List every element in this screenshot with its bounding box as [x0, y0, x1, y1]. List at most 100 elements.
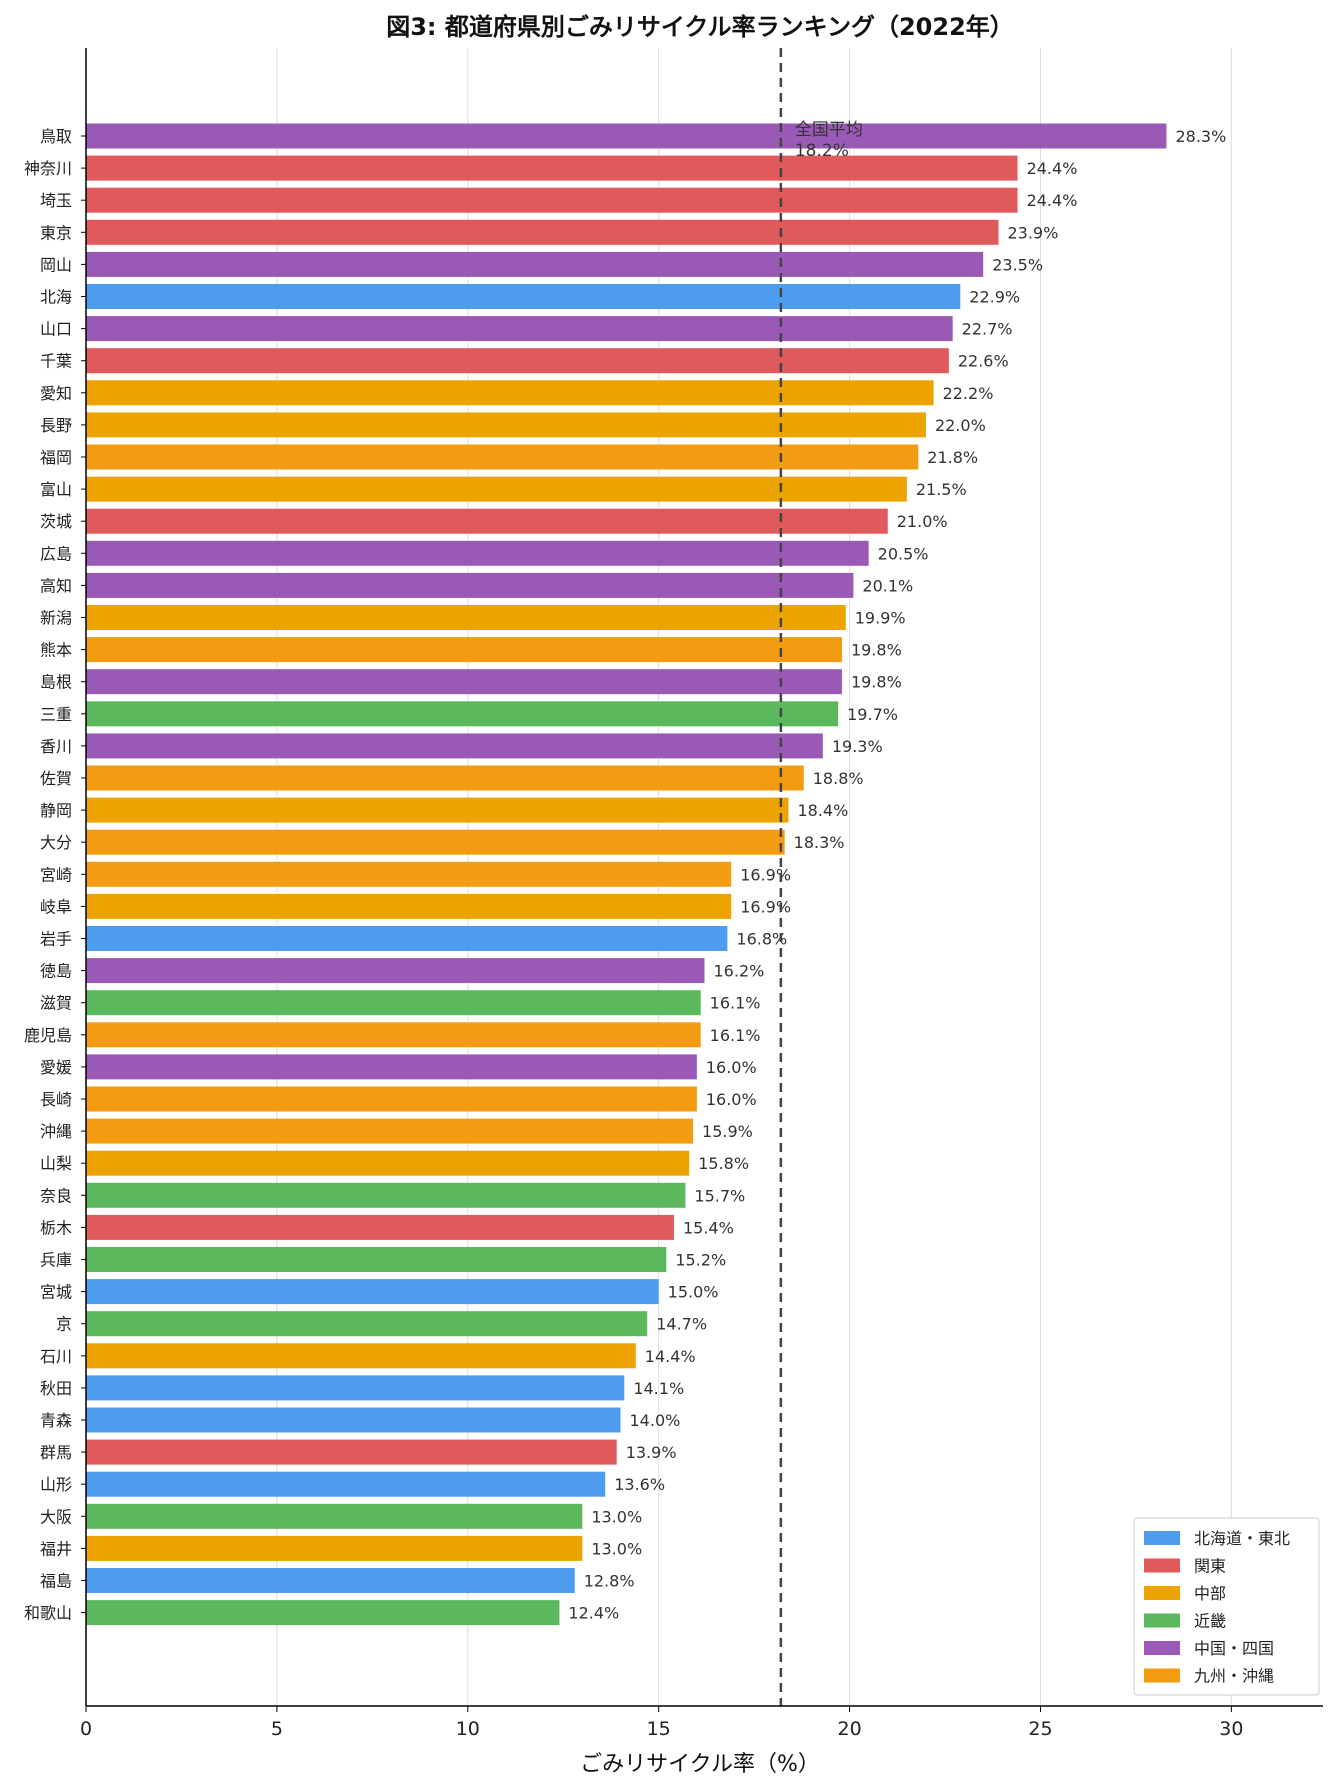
bar — [86, 605, 846, 630]
value-label: 14.1% — [633, 1379, 684, 1398]
category-label: 群馬 — [40, 1443, 72, 1462]
legend-label: 北海道・東北 — [1194, 1529, 1290, 1548]
value-label: 19.9% — [855, 609, 906, 628]
value-label: 16.9% — [740, 897, 791, 916]
bar — [86, 348, 949, 374]
category-label: 島根 — [40, 673, 72, 692]
bar — [86, 123, 1167, 149]
legend-label: 中国・四国 — [1194, 1639, 1274, 1658]
category-label: 鹿児島 — [24, 1026, 72, 1045]
bar — [86, 1535, 583, 1561]
value-label: 18.3% — [794, 833, 845, 852]
bar — [86, 669, 842, 695]
category-label: 長野 — [40, 416, 72, 435]
bar — [86, 1182, 686, 1208]
value-label: 15.2% — [675, 1251, 726, 1270]
bar — [86, 155, 1018, 181]
bar — [86, 380, 934, 406]
bar — [86, 444, 919, 470]
category-label: 和歌山 — [24, 1604, 72, 1623]
x-tick-label: 20 — [837, 1718, 861, 1740]
bar — [86, 1600, 560, 1626]
category-label: 埼玉 — [40, 191, 72, 210]
legend-label: 九州・沖縄 — [1194, 1667, 1274, 1686]
bar — [86, 990, 701, 1016]
value-label: 16.2% — [714, 962, 765, 981]
category-label: 兵庫 — [40, 1251, 72, 1270]
value-label: 16.1% — [710, 1026, 761, 1045]
legend-box — [1133, 1517, 1320, 1696]
bar — [86, 284, 961, 309]
bar — [86, 829, 785, 855]
category-label: 大分 — [40, 833, 72, 852]
x-tick-label: 5 — [271, 1718, 283, 1740]
bar — [86, 1214, 674, 1240]
legend-swatch — [1144, 1531, 1180, 1545]
category-label: 秋田 — [40, 1379, 72, 1398]
value-label: 13.6% — [614, 1475, 665, 1494]
value-label: 20.5% — [878, 544, 929, 563]
x-axis-title: ごみリサイクル率（%） — [580, 1752, 820, 1777]
value-label: 21.0% — [897, 512, 948, 531]
category-label: 山形 — [40, 1475, 72, 1494]
value-label: 14.7% — [656, 1315, 707, 1334]
category-label: 静岡 — [40, 801, 72, 820]
category-label: 新潟 — [40, 609, 72, 628]
bar — [86, 1086, 697, 1112]
value-label: 22.7% — [962, 320, 1013, 339]
value-label: 16.8% — [736, 930, 787, 949]
value-label: 18.8% — [813, 769, 864, 788]
category-label: 栃木 — [40, 1218, 72, 1237]
x-tick-label: 25 — [1028, 1718, 1052, 1740]
value-label: 24.4% — [1027, 191, 1078, 210]
value-label: 16.1% — [710, 994, 761, 1013]
bar — [86, 797, 789, 823]
x-tick-label: 30 — [1219, 1718, 1243, 1740]
category-label: 石川 — [40, 1347, 72, 1366]
bar — [86, 412, 926, 438]
category-label: 愛知 — [40, 384, 72, 403]
bar — [86, 508, 888, 534]
x-tick-label: 10 — [456, 1718, 480, 1740]
bar — [86, 958, 705, 984]
value-label: 19.8% — [851, 673, 902, 692]
bar — [86, 219, 999, 245]
category-label: 鳥取 — [40, 127, 72, 146]
category-label: 山梨 — [40, 1154, 72, 1173]
category-label: 宮城 — [40, 1283, 72, 1302]
category-label: 岡山 — [40, 255, 72, 274]
bar — [86, 1568, 575, 1593]
category-label: 福井 — [40, 1539, 72, 1558]
bar — [86, 926, 728, 951]
category-label: 愛媛 — [40, 1058, 72, 1077]
bar — [86, 765, 804, 791]
value-label: 28.3% — [1175, 127, 1226, 146]
x-tick-label: 15 — [647, 1718, 671, 1740]
category-label: 香川 — [40, 737, 72, 756]
value-label: 21.8% — [927, 448, 978, 467]
legend-swatch — [1144, 1613, 1180, 1628]
category-label: 富山 — [40, 480, 72, 499]
category-label: 徳島 — [40, 962, 72, 981]
value-label: 16.0% — [706, 1058, 757, 1077]
bar — [86, 1311, 648, 1337]
value-label: 13.9% — [626, 1443, 677, 1462]
value-label: 19.7% — [847, 705, 898, 724]
bar — [86, 1150, 690, 1176]
category-label: 三重 — [40, 705, 72, 724]
bar — [86, 1118, 694, 1144]
category-label: 広島 — [40, 544, 72, 563]
legend-swatch — [1144, 1668, 1180, 1683]
value-label: 24.4% — [1027, 159, 1078, 178]
value-label: 23.9% — [1007, 223, 1058, 242]
category-label: 奈良 — [40, 1186, 72, 1205]
legend-swatch — [1144, 1558, 1180, 1573]
value-label: 15.0% — [668, 1283, 719, 1302]
average-label: 全国平均 — [795, 120, 863, 140]
legend-label: 関東 — [1194, 1557, 1226, 1576]
average-value-label: 18.2% — [795, 141, 849, 161]
